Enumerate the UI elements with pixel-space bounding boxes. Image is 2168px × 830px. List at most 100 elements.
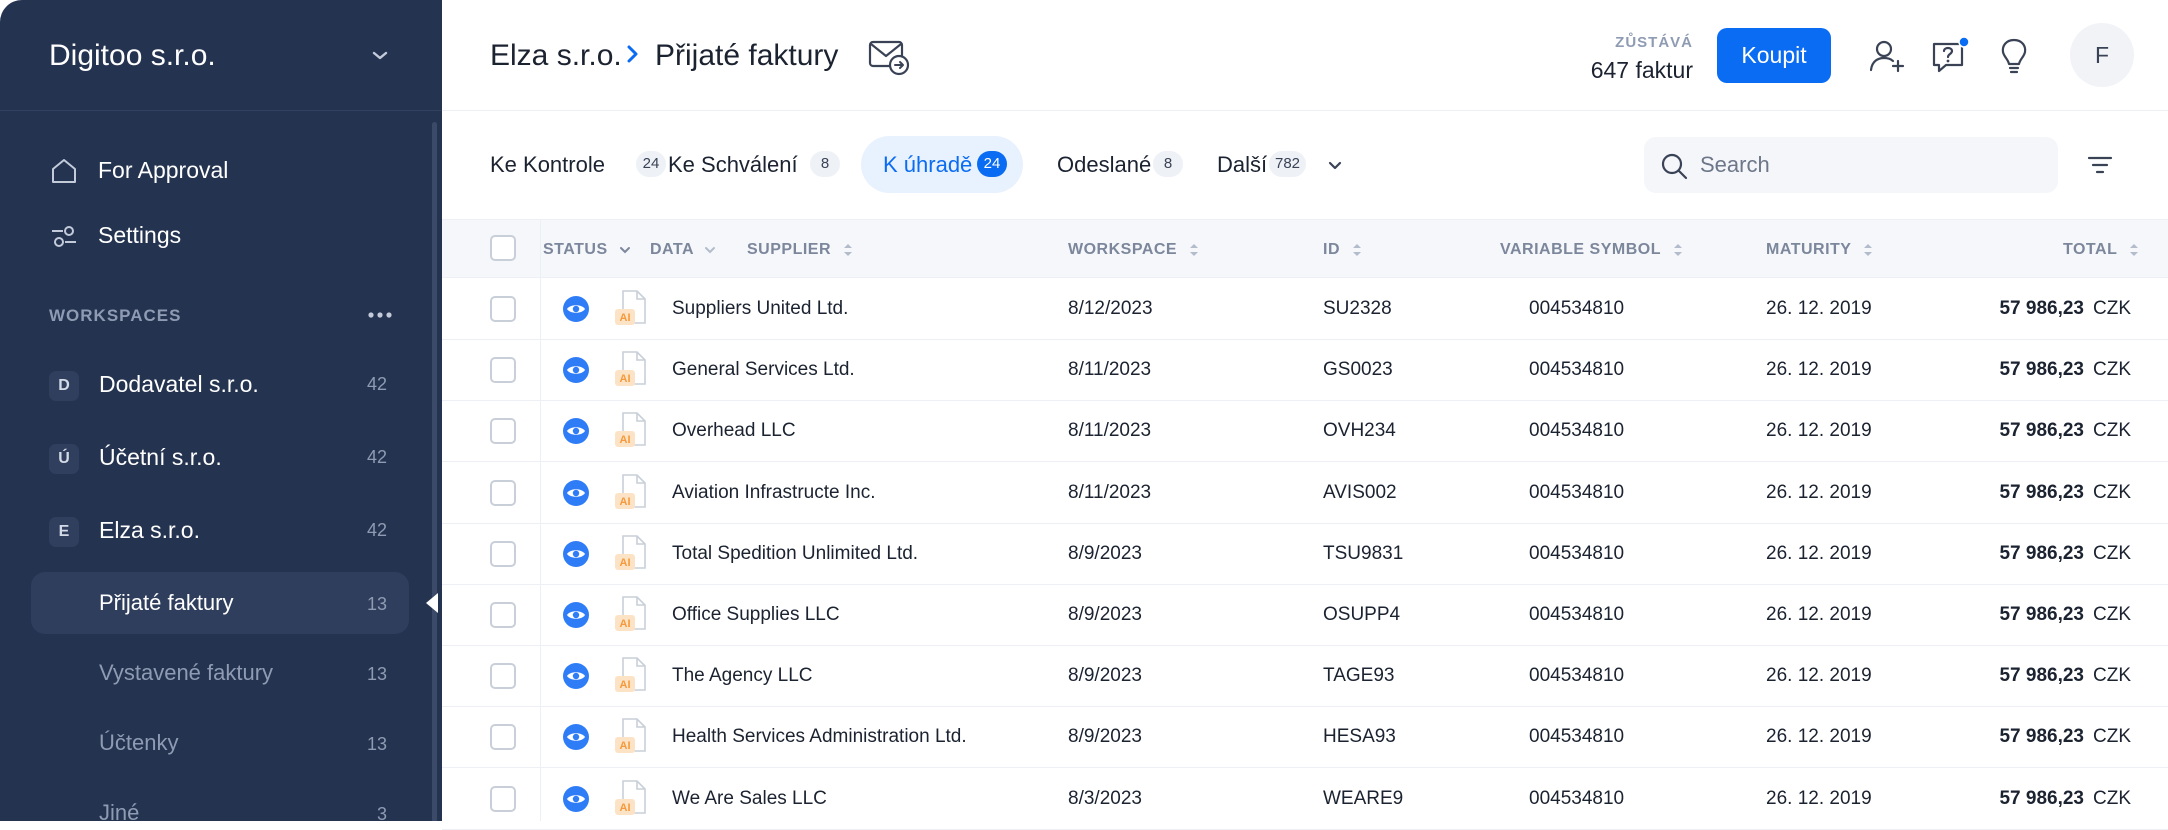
column-header-maturity[interactable]: MATURITY <box>1766 241 1874 259</box>
help-icon[interactable] <box>1929 36 1969 76</box>
chevron-down-icon[interactable] <box>368 44 392 68</box>
chevron-right-icon <box>627 45 638 63</box>
cell-maturity: 26. 12. 2019 <box>1766 726 1872 748</box>
avatar[interactable]: F <box>2070 23 2134 87</box>
workspace-item-dodavatel[interactable]: D Dodavatel s.r.o. 42 <box>31 355 409 415</box>
table-row[interactable]: AI General Services Ltd. 8/11/2023 GS0023 00… <box>442 340 2168 402</box>
cell-supplier: The Agency LLC <box>672 665 813 687</box>
select-all-checkbox[interactable] <box>490 235 516 261</box>
tab-ke-schvaleni[interactable]: Ke Schválení 8 <box>650 136 850 193</box>
sidebar-item-vystavene-faktury[interactable]: Vystavené faktury 13 <box>31 642 409 704</box>
sidebar-item-settings[interactable]: Settings <box>49 216 409 256</box>
sidebar-item-uctenky[interactable]: Účtenky 13 <box>31 712 409 774</box>
breadcrumb-workspace[interactable]: Elza s.r.o. <box>490 39 622 72</box>
table-row[interactable]: AI Suppliers United Ltd. 8/12/2023 SU2328 00… <box>442 279 2168 340</box>
column-header-status[interactable]: STATUS <box>543 241 631 259</box>
column-header-data[interactable]: DATA <box>650 241 716 259</box>
workspace-item-elza[interactable]: E Elza s.r.o. 42 <box>31 501 409 561</box>
search-input[interactable] <box>1700 147 2040 183</box>
page-header: Elza s.r.o. Přijaté faktury ZŮSTÁVÁ 647 … <box>442 0 2168 111</box>
tab-dalsi[interactable]: Další 782 <box>1204 136 1354 193</box>
ai-badge-text: AI <box>620 496 631 508</box>
eye-icon[interactable] <box>562 662 590 690</box>
mail-forward-icon[interactable] <box>868 38 912 76</box>
sort-icon <box>1190 243 1199 256</box>
column-header-total[interactable]: TOTAL <box>2063 241 2140 259</box>
eye-icon[interactable] <box>562 540 590 568</box>
search-icon <box>1661 153 1688 180</box>
cell-id: OVH234 <box>1323 420 1396 442</box>
row-checkbox[interactable] <box>490 296 516 322</box>
cell-variable-symbol: 004534810 <box>1529 420 1625 442</box>
lightbulb-icon[interactable] <box>1994 36 2034 76</box>
column-header-supplier[interactable]: SUPPLIER <box>747 241 854 259</box>
sidebar-scrollbar[interactable] <box>432 122 437 821</box>
eye-icon[interactable] <box>562 356 590 384</box>
search-box[interactable] <box>1644 137 2058 193</box>
column-header-label: WORKSPACE <box>1068 241 1178 258</box>
buy-button[interactable]: Koupit <box>1717 28 1831 83</box>
eye-icon[interactable] <box>562 785 590 813</box>
eye-icon[interactable] <box>562 723 590 751</box>
table-row[interactable]: AI Aviation Infrastructe Inc. 8/11/2023 AVI… <box>442 462 2168 524</box>
table-row[interactable]: AI Total Spedition Unlimited Ltd. 8/9/2023… <box>442 523 2168 585</box>
tab-odeslane[interactable]: Odeslané 8 <box>1042 136 1192 193</box>
workspace-badge: Ú <box>49 444 79 474</box>
tab-ke-kontrole[interactable]: Ke Kontrole 24 <box>472 136 666 193</box>
column-header-variable-symbol[interactable]: VARIABLE SYMBOL <box>1500 241 1684 259</box>
column-header-label: TOTAL <box>2063 241 2118 258</box>
ai-document-icon[interactable]: AI <box>613 350 649 390</box>
row-checkbox[interactable] <box>490 479 516 506</box>
sidebar-item-prijate-faktury[interactable]: Přijaté faktury 13 <box>31 572 409 634</box>
row-checkbox[interactable] <box>490 785 516 812</box>
row-checkbox[interactable] <box>490 418 516 445</box>
column-header-id[interactable]: ID <box>1323 241 1363 259</box>
tab-label: Ke Kontrole <box>490 152 605 177</box>
cell-workspace: 8/11/2023 <box>1068 481 1152 503</box>
cell-variable-symbol: 004534810 <box>1529 787 1625 809</box>
more-icon[interactable] <box>366 305 394 325</box>
workspace-item-ucetni[interactable]: Ú Účetní s.r.o. 42 <box>31 428 409 488</box>
ai-document-icon[interactable]: AI <box>613 595 649 635</box>
column-header-label: ID <box>1323 241 1340 258</box>
table-row[interactable]: AI Office Supplies LLC 8/9/2023 OSUPP4 00453… <box>442 585 2168 646</box>
table-row[interactable]: AI The Agency LLC 8/9/2023 TAGE93 004534810 2… <box>442 646 2168 708</box>
filter-icon[interactable] <box>2086 153 2114 177</box>
sidebar-item-label: For Approval <box>98 157 229 183</box>
workspace-label: Dodavatel s.r.o. <box>99 371 259 397</box>
ai-document-icon[interactable]: AI <box>613 473 649 513</box>
ai-document-icon[interactable]: AI <box>613 289 649 329</box>
ai-badge-text: AI <box>620 312 631 324</box>
ai-document-icon[interactable]: AI <box>613 656 649 696</box>
ai-document-icon[interactable]: AI <box>613 534 649 574</box>
cell-total: 57 986,23 <box>1999 726 2084 748</box>
table-row[interactable]: AI Health Services Administration Ltd. 8/9… <box>442 707 2168 769</box>
org-switcher[interactable]: Digitoo s.r.o. <box>0 0 442 111</box>
cell-currency: CZK <box>2093 481 2131 503</box>
chevron-down-icon <box>1328 161 1342 170</box>
row-checkbox[interactable] <box>490 540 516 567</box>
row-checkbox[interactable] <box>490 724 516 751</box>
table-row[interactable]: AI Overhead LLC 8/11/2023 OVH234 004534810 26… <box>442 401 2168 463</box>
eye-icon[interactable] <box>562 479 590 507</box>
add-user-icon[interactable] <box>1867 36 1907 76</box>
tab-k-uhrade[interactable]: K úhradě 24 <box>861 136 1023 193</box>
ai-badge-text: AI <box>620 679 631 691</box>
row-checkbox[interactable] <box>490 602 516 628</box>
column-header-workspace[interactable]: WORKSPACE <box>1068 241 1200 259</box>
cell-id: WEARE9 <box>1323 787 1404 809</box>
ai-document-icon[interactable]: AI <box>613 717 649 757</box>
ai-document-icon[interactable]: AI <box>613 411 649 451</box>
eye-icon[interactable] <box>562 601 590 629</box>
sort-icon <box>2130 243 2139 256</box>
ai-document-icon[interactable]: AI <box>613 779 649 819</box>
eye-icon[interactable] <box>562 295 590 323</box>
eye-icon[interactable] <box>562 417 590 445</box>
tab-count: 24 <box>636 151 666 177</box>
row-checkbox[interactable] <box>490 357 516 384</box>
sidebar-item-for-approval[interactable]: For Approval <box>49 151 409 191</box>
table-row[interactable]: AI We Are Sales LLC 8/3/2023 WEARE9 00453481… <box>442 768 2168 830</box>
active-indicator <box>426 593 438 613</box>
sidebar-item-jine[interactable]: Jiné 3 <box>31 782 409 821</box>
row-checkbox[interactable] <box>490 663 516 690</box>
